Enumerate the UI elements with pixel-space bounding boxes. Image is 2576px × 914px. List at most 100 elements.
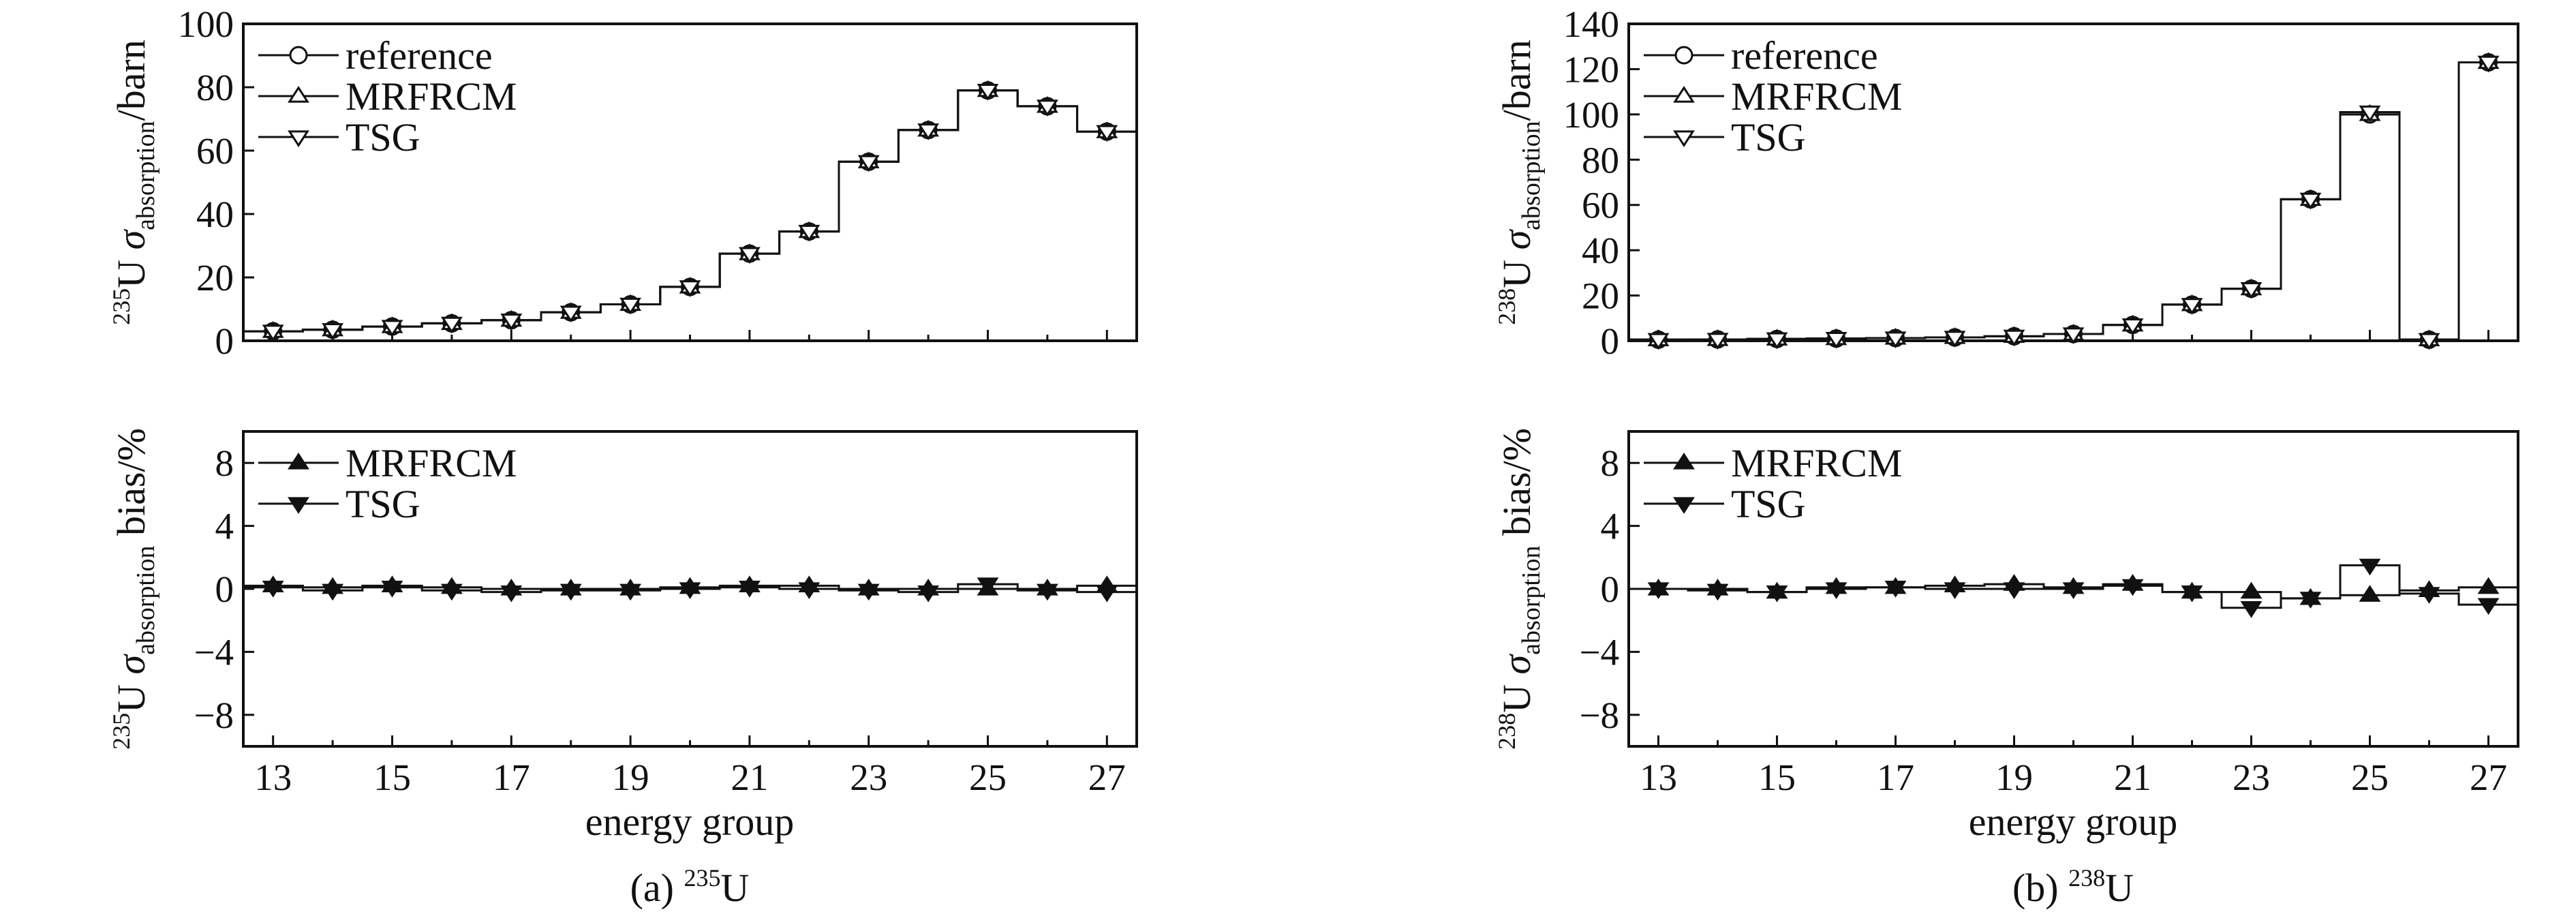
data-point bbox=[1766, 585, 1788, 603]
data-point bbox=[2121, 579, 2144, 596]
y-tick-label: −4 bbox=[194, 631, 234, 673]
legend-label: TSG bbox=[1731, 115, 1806, 159]
legend-marker bbox=[288, 452, 309, 470]
data-point bbox=[440, 583, 463, 601]
data-point bbox=[2240, 601, 2263, 618]
x-tick-label: 23 bbox=[850, 757, 887, 798]
data-point bbox=[1944, 582, 1966, 600]
y-tick-label: 8 bbox=[1601, 442, 1620, 484]
y-tick-label: 40 bbox=[196, 194, 234, 235]
x-tick-label: 15 bbox=[373, 757, 411, 798]
x-tick-label: 13 bbox=[1640, 757, 1677, 798]
x-tick-label: 27 bbox=[1088, 757, 1126, 798]
y-tick-label: 20 bbox=[196, 257, 234, 299]
data-point bbox=[2359, 105, 2381, 123]
series-tsg bbox=[1629, 558, 2518, 618]
data-point bbox=[2003, 582, 2025, 600]
data-point bbox=[1944, 331, 1966, 348]
legend-marker bbox=[1673, 497, 1695, 515]
data-point bbox=[798, 224, 821, 242]
data-point bbox=[2477, 577, 2500, 594]
data-point bbox=[2418, 333, 2440, 350]
legend-marker bbox=[1673, 130, 1695, 148]
series-tsg bbox=[243, 577, 1137, 603]
x-tick-label: 13 bbox=[254, 757, 292, 798]
x-tick-label: 17 bbox=[493, 757, 530, 798]
y-tick-label: 100 bbox=[1563, 94, 1620, 136]
figure-caption: (a) 235U bbox=[630, 864, 750, 910]
data-point bbox=[381, 320, 403, 337]
data-point bbox=[2477, 598, 2500, 615]
y-tick-label: 0 bbox=[215, 320, 234, 362]
data-point bbox=[977, 83, 999, 101]
series-tsg bbox=[243, 83, 1137, 342]
y-tick-label: 20 bbox=[1582, 275, 1619, 317]
data-point bbox=[738, 581, 761, 598]
y-tick-label: 60 bbox=[196, 130, 234, 172]
y-tick-label: 120 bbox=[1563, 48, 1620, 90]
x-tick-label: 27 bbox=[2470, 757, 2507, 798]
data-point bbox=[2299, 592, 2322, 609]
data-point bbox=[619, 583, 642, 601]
legend-marker bbox=[1673, 452, 1695, 470]
x-tick-label: 19 bbox=[612, 757, 649, 798]
data-point bbox=[977, 577, 999, 595]
data-point bbox=[2240, 581, 2263, 599]
data-point bbox=[500, 585, 523, 603]
x-axis-label: energy group bbox=[585, 799, 795, 844]
y-tick-label: 140 bbox=[1563, 3, 1620, 45]
y-tick-label: −8 bbox=[194, 695, 234, 736]
data-point bbox=[2121, 318, 2144, 335]
data-point bbox=[559, 583, 582, 601]
legend-label: TSG bbox=[1731, 482, 1806, 526]
data-point bbox=[1825, 582, 1847, 600]
data-point bbox=[2062, 582, 2085, 600]
legend-marker bbox=[288, 497, 309, 515]
data-point bbox=[2003, 329, 2025, 347]
x-tick-label: 23 bbox=[2233, 757, 2270, 798]
x-tick-label: 19 bbox=[1995, 757, 2033, 798]
data-point bbox=[381, 581, 403, 598]
y-axis-label: 238U σabsorption bias/% bbox=[1493, 428, 1546, 750]
y-axis-label: 238U σabsorption/barn bbox=[1493, 40, 1546, 325]
y-tick-label: 80 bbox=[1582, 139, 1619, 181]
x-tick-label: 15 bbox=[1758, 757, 1796, 798]
legend-label: TSG bbox=[346, 115, 420, 159]
data-point bbox=[1766, 332, 1788, 350]
x-axis-label: energy group bbox=[1969, 799, 2178, 844]
data-point bbox=[1825, 332, 1847, 349]
series-tsg bbox=[1629, 55, 2518, 350]
data-point bbox=[1706, 333, 1729, 350]
data-point bbox=[2181, 585, 2203, 603]
data-point bbox=[2418, 587, 2440, 604]
legend-marker bbox=[289, 46, 308, 65]
data-point bbox=[2359, 558, 2381, 576]
data-point bbox=[679, 582, 701, 600]
y-tick-label: 40 bbox=[1582, 230, 1619, 271]
data-point bbox=[1706, 583, 1729, 601]
data-point bbox=[322, 583, 344, 601]
legend-label: MRFRCM bbox=[346, 74, 517, 119]
x-tick-label: 21 bbox=[2114, 757, 2151, 798]
legend-label: MRFRCM bbox=[1731, 74, 1902, 119]
figure-caption: (b) 238U bbox=[2012, 864, 2134, 910]
data-point bbox=[679, 280, 701, 297]
data-point bbox=[322, 323, 344, 340]
legend-marker bbox=[1673, 85, 1695, 103]
data-point bbox=[857, 583, 880, 601]
data-point bbox=[1036, 100, 1058, 117]
y-tick-label: 8 bbox=[215, 442, 234, 484]
y-tick-label: 100 bbox=[178, 3, 234, 45]
y-axis-label: 235U σabsorption bias/% bbox=[108, 428, 160, 750]
y-tick-label: 0 bbox=[1601, 568, 1620, 610]
data-point bbox=[619, 297, 642, 315]
data-point bbox=[2062, 327, 2085, 345]
x-tick-label: 25 bbox=[2351, 757, 2389, 798]
legend-label: MRFRCM bbox=[346, 441, 517, 485]
data-point bbox=[262, 581, 284, 598]
data-point bbox=[917, 123, 940, 140]
data-point bbox=[2240, 281, 2263, 299]
data-point bbox=[1647, 582, 1670, 600]
legend-label: reference bbox=[1731, 33, 1878, 78]
